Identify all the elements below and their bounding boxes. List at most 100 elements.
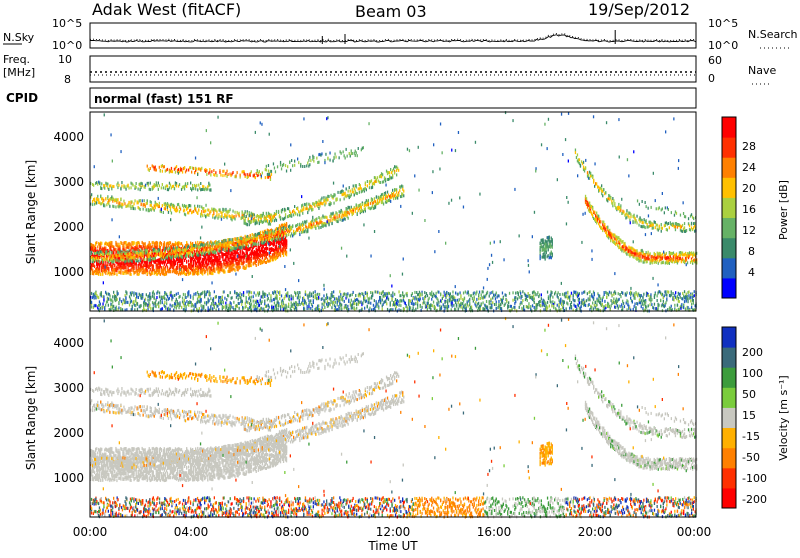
power-cell: [224, 249, 225, 252]
power-cell: [382, 200, 383, 203]
power-cell: [337, 191, 338, 194]
power-cell: [164, 244, 165, 247]
station-title: Adak West (fitACF): [92, 0, 241, 19]
power-cell: [147, 272, 148, 275]
power-cell: [104, 187, 105, 190]
power-cell: [104, 204, 105, 207]
power-cell: [385, 178, 386, 181]
power-cell: [185, 182, 186, 185]
power-cell: [294, 205, 295, 208]
power-cell: [259, 232, 260, 235]
power-cell: [275, 170, 276, 173]
power-cell: [164, 165, 165, 168]
power-cell: [114, 272, 115, 275]
power-cell: [114, 264, 115, 267]
power-cell: [140, 199, 141, 202]
power-cell: [271, 173, 272, 176]
power-cell: [266, 217, 267, 220]
power-cell: [198, 208, 199, 211]
power-cell: [155, 206, 156, 209]
power-cell: [196, 184, 197, 187]
power-cell: [169, 186, 170, 189]
power-cell: [146, 208, 147, 211]
power-cell: [219, 171, 220, 174]
power-cell: [162, 252, 163, 255]
power-cell: [180, 208, 181, 211]
power-cell: [210, 174, 211, 177]
power-cell: [282, 234, 283, 237]
power-cell: [552, 254, 553, 257]
power-cell: [368, 203, 369, 206]
power-cell: [203, 207, 204, 210]
power-cell: [552, 243, 553, 246]
power-cell: [257, 221, 258, 224]
power-cell: [382, 173, 383, 176]
power-cell: [271, 170, 272, 173]
power-cell: [128, 260, 129, 263]
power-cell: [191, 171, 192, 174]
power-cell: [142, 182, 143, 185]
power-cell: [310, 159, 311, 162]
power-cell: [326, 216, 327, 219]
power-cell: [280, 238, 281, 241]
power-cell: [240, 250, 241, 253]
power-cell: [335, 156, 336, 159]
power-cell: [265, 176, 266, 179]
power-cell: [291, 214, 292, 217]
power-cell: [91, 251, 92, 254]
power-cell: [302, 212, 303, 215]
noise-right-label: N.Search: [748, 28, 798, 41]
power-cell: [160, 170, 161, 173]
power-cell: [226, 170, 227, 173]
power-cell: [268, 212, 269, 215]
power-cell: [259, 170, 260, 173]
power-cell: [377, 176, 378, 179]
power-cell: [586, 197, 587, 200]
power-cell: [128, 249, 129, 252]
power-cell: [216, 174, 217, 177]
power-cell: [331, 222, 332, 225]
power-cell: [394, 172, 395, 175]
power-cell: [175, 171, 176, 174]
power-cell: [333, 157, 334, 160]
power-cell: [247, 212, 248, 215]
power-cell: [293, 213, 294, 216]
power-cell: [234, 269, 235, 272]
power-cell: [242, 216, 243, 219]
power-cell: [202, 214, 203, 217]
power-cell: [159, 249, 160, 252]
power-cell: [286, 240, 287, 243]
power-cell: [159, 166, 160, 169]
power-cell: [179, 183, 180, 186]
power-cell: [95, 247, 96, 250]
power-cell: [181, 168, 182, 171]
power-cell: [193, 262, 194, 265]
power-cell: [346, 187, 347, 190]
power-cell: [167, 168, 168, 171]
power-cell: [144, 199, 145, 202]
power-cell: [220, 174, 221, 177]
power-cell: [356, 151, 357, 154]
power-cell: [219, 255, 220, 258]
power-cell: [268, 170, 269, 173]
power-cell: [92, 203, 93, 206]
power-cell: [157, 241, 158, 244]
power-cell: [368, 199, 369, 202]
power-cell: [370, 202, 371, 205]
power-cell: [176, 184, 177, 187]
power-cell: [245, 173, 246, 176]
power-cell: [113, 205, 114, 208]
power-cell: [171, 212, 172, 215]
power-cell: [309, 156, 310, 159]
power-cell: [318, 226, 319, 229]
power-cell: [140, 259, 141, 262]
power-cell: [292, 225, 293, 228]
power-cell: [199, 205, 200, 208]
power-cell: [123, 200, 124, 203]
power-cell: [218, 215, 219, 218]
power-cell: [150, 167, 151, 170]
power-cell: [157, 184, 158, 187]
power-cell: [99, 182, 100, 185]
power-cell: [390, 200, 391, 203]
